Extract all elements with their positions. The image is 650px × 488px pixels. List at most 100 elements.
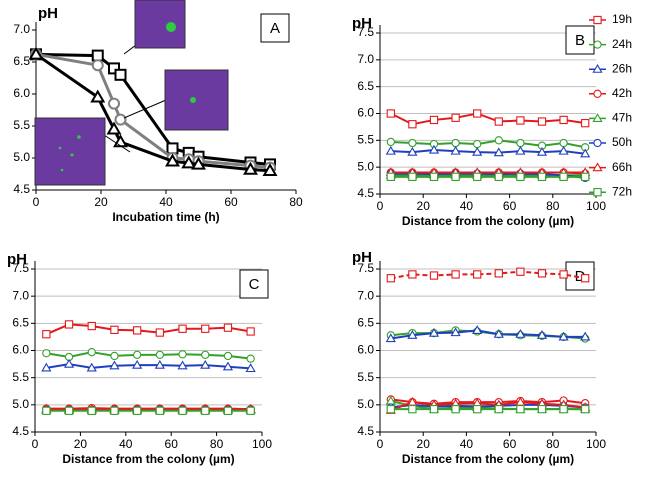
y-tick-label: 7.0 [12,288,29,302]
legend-marker [593,188,602,197]
marker [516,116,525,125]
y-tick-label: 4.5 [357,424,374,438]
marker [155,328,164,337]
y-tick-label: 5.5 [357,133,374,147]
marker [493,328,504,338]
marker [559,115,568,125]
marker [581,172,590,181]
marker [110,351,119,361]
legend-marker [592,113,603,123]
y-axis-label: pH [352,15,372,32]
marker [494,405,503,414]
marker [154,359,165,369]
legend-label: 26h [612,61,632,75]
marker [493,147,504,157]
marker [201,350,210,359]
marker [429,271,439,280]
colony [60,168,64,172]
marker [42,406,51,415]
x-tick-label: 20 [417,199,431,213]
y-axis-label: pH [7,251,27,268]
marker [494,269,503,278]
marker [178,324,187,333]
marker [386,109,395,118]
colony [166,22,176,32]
marker [109,360,120,370]
marker [515,328,526,338]
marker [42,349,51,358]
marker [451,113,460,122]
legend-label: 24h [612,37,632,51]
x-tick-label: 0 [33,195,40,209]
marker [536,330,548,339]
marker [223,323,233,332]
y-tick-label: 4.5 [13,182,30,196]
marker [63,358,75,368]
marker [581,274,590,283]
marker [516,405,525,414]
marker [223,406,233,415]
x-tick-label: 0 [377,437,384,451]
marker [473,405,482,414]
legend-label: 50h [612,135,632,149]
y-axis-label: pH [352,249,372,266]
marker [537,172,547,181]
x-axis-label: Distance from the colony (µm) [402,214,574,228]
marker [472,325,483,335]
marker [132,350,142,359]
marker [178,406,187,415]
marker [408,172,417,181]
marker [222,361,234,371]
marker [451,138,460,148]
marker [515,145,526,155]
marker [155,406,164,415]
inset-images [34,0,229,186]
series-line [390,172,586,179]
x-tick-label: 60 [224,195,238,209]
marker [108,62,120,75]
legend-marker [593,138,602,148]
marker [558,145,569,155]
x-tick-label: 100 [252,437,272,451]
y-tick-label: 6.0 [12,343,29,357]
marker [42,330,51,339]
x-tick-label: 40 [460,437,474,451]
y-tick-label: 7.5 [357,261,374,275]
marker [537,117,547,126]
series-line [390,148,586,155]
marker [428,144,440,154]
legend-marker [593,15,602,25]
marker [408,138,417,148]
marker [191,156,206,170]
y-tick-label: 5.5 [12,370,29,384]
marker [559,270,568,279]
x-axis-label: Distance from the colony (µm) [402,452,574,466]
x-axis-label: Distance from the colony (µm) [62,452,234,466]
marker [113,134,128,148]
x-tick-label: 80 [546,437,560,451]
series-line [390,270,586,280]
marker [450,327,461,337]
x-tick-label: 80 [546,199,560,213]
marker [473,139,482,149]
series-line [390,401,586,412]
inset-photo [34,117,106,186]
x-tick-label: 0 [32,437,39,451]
x-tick-label: 40 [159,195,173,209]
marker [110,325,119,335]
legend-marker [592,63,603,73]
y-tick-label: 5.5 [13,118,30,132]
series-line [390,329,586,340]
x-tick-label: 40 [460,199,474,213]
marker [581,119,590,128]
legend-label: 42h [612,86,632,100]
marker [450,145,461,155]
legend-marker [593,40,602,49]
colony [70,153,74,157]
marker [200,359,211,369]
legend-label: 19h [612,12,632,26]
colony [190,97,196,103]
series-line [45,323,251,336]
x-tick-label: 80 [289,195,303,209]
